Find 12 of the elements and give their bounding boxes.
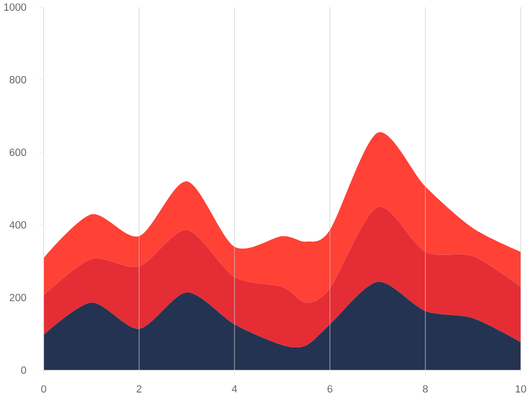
x-tick-label: 4 bbox=[232, 385, 238, 392]
y-tick-label: 800 bbox=[10, 76, 26, 84]
x-tick-label: 8 bbox=[422, 385, 428, 393]
x-tick-label: 2 bbox=[136, 385, 142, 392]
x-tick-label: 10 bbox=[516, 385, 526, 393]
y-tick-label: 600 bbox=[10, 148, 26, 156]
y-tick-label: 1000 bbox=[4, 3, 26, 11]
y-tick-label: 200 bbox=[10, 294, 26, 302]
x-tick-label: 6 bbox=[328, 385, 332, 393]
x-tick-label: 0 bbox=[41, 385, 46, 393]
y-tick-label: 0 bbox=[21, 366, 26, 374]
y-tick-label: 400 bbox=[9, 221, 26, 229]
